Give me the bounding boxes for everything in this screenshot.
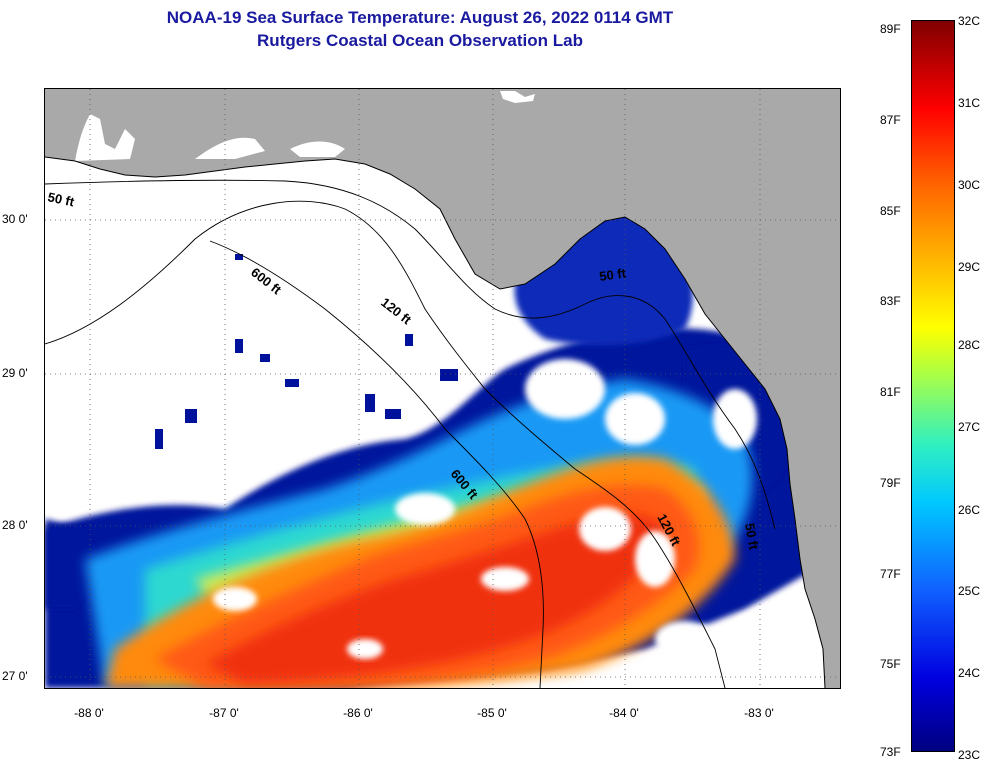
sst-map[interactable]: 50 ft 600 ft 120 ft 50 ft 600 ft 120 ft … (44, 88, 841, 689)
colorbar-label-79f: 79F (880, 476, 901, 490)
lat-label-30: 30 0' (2, 212, 28, 226)
lon-label-84: -84 0' (609, 706, 639, 720)
colorbar-label-75f: 75F (880, 657, 901, 671)
colorbar-label-25c: 25C (958, 584, 981, 598)
colorbar-label-85f: 85F (880, 204, 901, 218)
colorbar-label-81f: 81F (880, 385, 901, 399)
colorbar-label-24c: 24C (958, 666, 981, 680)
temperature-colorbar (911, 20, 955, 752)
colorbar-label-29c: 29C (958, 260, 981, 274)
colorbar-label-28c: 28C (958, 338, 981, 352)
lon-label-87: -87 0' (209, 706, 239, 720)
lon-label-88: -88 0' (74, 706, 104, 720)
colorbar-label-23c: 23C (958, 748, 981, 762)
depth-label-120ft-north: 120 ft (378, 295, 415, 328)
lon-label-83: -83 0' (744, 706, 774, 720)
colorbar-label-30c: 30C (958, 178, 981, 192)
depth-label-50ft-south: 50 ft (742, 522, 762, 552)
sst-map-canvas: 50 ft 600 ft 120 ft 50 ft 600 ft 120 ft … (45, 89, 840, 688)
colorbar-label-26c: 26C (958, 503, 981, 517)
depth-contours (45, 179, 776, 688)
lat-label-29: 29 0' (2, 366, 28, 380)
lon-label-86: -86 0' (343, 706, 373, 720)
map-subtitle: Rutgers Coastal Ocean Observation Lab (257, 31, 583, 50)
lon-label-85: -85 0' (477, 706, 507, 720)
depth-label-50ft-bigbend: 50 ft (598, 265, 627, 284)
colorbar-label-77f: 77F (880, 567, 901, 581)
colorbar-label-32c: 32C (958, 14, 981, 28)
colorbar-label-31c: 31C (958, 96, 981, 110)
lat-label-28: 28 0' (2, 518, 28, 532)
sst-warm-core (105, 456, 735, 688)
map-title: NOAA-19 Sea Surface Temperature: August … (166, 8, 674, 27)
cloud-gaps (213, 359, 805, 688)
depth-label-50ft-west: 50 ft (46, 189, 76, 209)
colorbar-label-27c: 27C (958, 420, 981, 434)
colorbar-label-87f: 87F (880, 113, 901, 127)
lat-label-27: 27 0' (2, 669, 28, 683)
colorbar-label-73f: 73F (880, 745, 901, 759)
colorbar-label-89f: 89F (880, 22, 901, 36)
scattered-cold-patches (155, 254, 458, 449)
colorbar-label-83f: 83F (880, 294, 901, 308)
